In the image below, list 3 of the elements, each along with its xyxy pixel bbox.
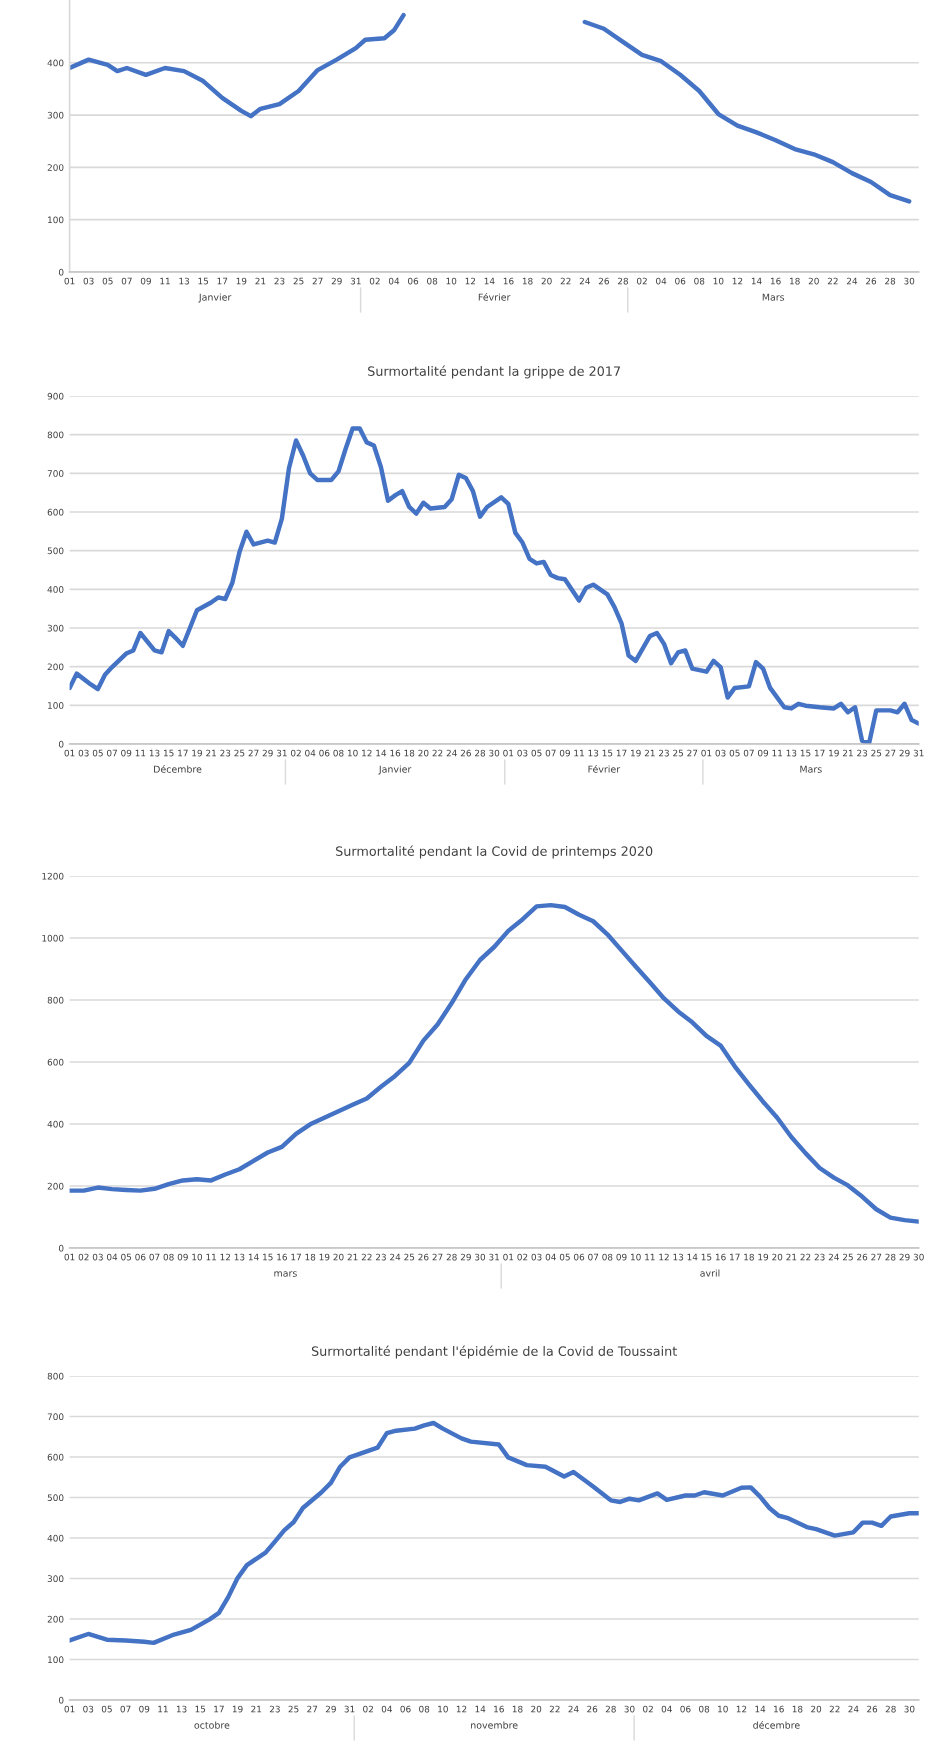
line-series <box>69 1420 919 1646</box>
line-series <box>69 426 919 744</box>
line-series <box>69 902 919 1224</box>
